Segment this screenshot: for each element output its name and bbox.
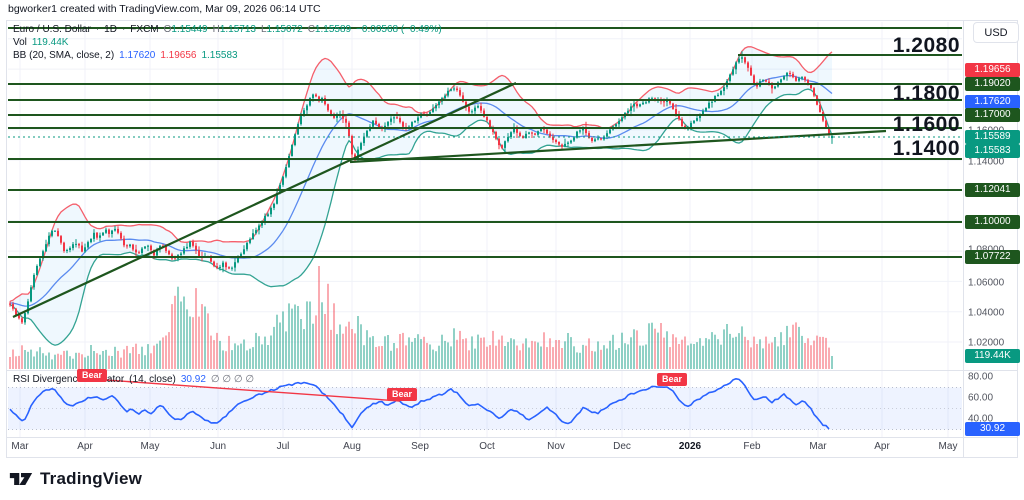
symbol-title: Euro / U.S. Dollar [13, 24, 91, 35]
price-axis-tick: 80.00 [968, 371, 994, 383]
price-axis-tick: 40.00 [968, 413, 994, 425]
price-axis-badge: 1.17620 [965, 95, 1020, 109]
level-text-11800: 1.1800 [892, 82, 960, 105]
time-axis-label: Oct [479, 441, 495, 452]
price-axis-badge: 1.19656 [965, 63, 1020, 77]
drawing-lines-layer [8, 27, 962, 318]
bollinger-bands-layer [9, 46, 833, 346]
time-axis-label: Mar [809, 441, 827, 452]
bear-signal-label: Bear [656, 373, 688, 386]
legend-separator: · [121, 24, 126, 35]
close-value: C1.15589 [307, 24, 352, 35]
timeframe-label: 1D [104, 24, 117, 35]
low-value: L1.15072 [260, 24, 303, 35]
price-axis-badge: 1.10000 [965, 215, 1020, 229]
rsi-indicator-params: (14, close) [129, 374, 176, 385]
price-axis-tick: 1.04000 [968, 307, 1005, 319]
level-text-11600: 1.1600 [892, 113, 960, 136]
high-label: H [212, 24, 220, 35]
time-axis-label: Feb [743, 441, 761, 452]
time-axis-label: Apr [77, 441, 93, 452]
price-axis-badge: 30.92 [965, 422, 1020, 436]
time-axis-label: Aug [343, 441, 361, 452]
open-label: O [163, 24, 172, 35]
legend-separator: · [95, 24, 100, 35]
price-axis-badge: 1.07722 [965, 250, 1020, 264]
tradingview-wordmark: TradingView [40, 469, 143, 488]
level-text-12080: 1.2080 [892, 34, 960, 57]
time-axis-label: May [140, 441, 160, 452]
volume-legend-row[interactable]: Vol 119.44K [13, 37, 68, 48]
open-value: O1.15449 [163, 24, 208, 35]
time-axis-label: Dec [613, 441, 631, 452]
volume-value: 119.44K [31, 37, 69, 48]
price-axis-tick: 1.02000 [968, 337, 1005, 349]
currency-button[interactable]: USD [973, 22, 1019, 43]
price-axis-badge: 1.15583 [965, 144, 1020, 158]
time-axis-label: Mar [11, 441, 29, 452]
level-text-11400: 1.1400 [892, 137, 960, 160]
price-axis-badge: 1.17000 [965, 108, 1020, 122]
time-axis-label: Jun [209, 441, 227, 452]
bb-basis-value: 1.17620 [119, 50, 156, 61]
rsi-indicator-legend[interactable]: RSI Divergence Indicator (14, close) 30.… [13, 374, 254, 385]
high-value: H1.15713 [212, 24, 256, 35]
bb-lower-value: 1.15583 [201, 50, 238, 61]
change-value: −0.00568 (−0.49%) [356, 24, 442, 35]
price-axis-tick: 1.14000 [968, 156, 1005, 168]
tradingview-brand[interactable]: TradingView [9, 468, 142, 490]
bb-upper-value: 1.19656 [160, 50, 197, 61]
time-axis-label: Jul [276, 441, 290, 452]
price-axis-tick: 1.06000 [968, 277, 1005, 289]
close-label: C [307, 24, 315, 35]
rsi-indicator-title: RSI Divergence Indicator [13, 374, 125, 385]
time-axis-label: May [938, 441, 958, 452]
frame-layer [6, 20, 1018, 458]
price-axis-badge: 1.15589 [965, 130, 1020, 144]
time-axis-label: Apr [874, 441, 890, 452]
time-axis-label: Sep [411, 441, 429, 452]
low-label: L [260, 24, 267, 35]
price-axis-tick: 60.00 [968, 392, 994, 404]
attribution-text: bgworker1 created with TradingView.com, … [8, 3, 321, 15]
rsi-ghost-values: ∅ ∅ ∅ ∅ [210, 374, 255, 385]
rsi-divergence-line [91, 378, 401, 402]
bb-legend-row[interactable]: BB (20, SMA, close, 2) 1.17620 1.19656 1… [13, 50, 238, 61]
time-axis-label: Nov [547, 441, 565, 452]
tradingview-logo-icon [9, 473, 33, 485]
symbol-legend-row[interactable]: Euro / U.S. Dollar · 1D · FXCM O1.15449 … [13, 24, 442, 35]
exchange-label: FXCM [130, 24, 159, 35]
rsi-line-layer [9, 377, 830, 430]
price-axis-badge: 119.44K [965, 349, 1020, 363]
price-axis-badge: 1.19020 [965, 77, 1020, 91]
candlestick-layer [9, 51, 833, 325]
volume-layer [9, 266, 833, 369]
rsi-value: 30.92 [180, 374, 206, 385]
bear-signal-label: Bear [386, 388, 418, 401]
bear-signal-label: Bear [76, 369, 108, 382]
bb-label: BB (20, SMA, close, 2) [13, 50, 115, 61]
price-axis-badge: 1.12041 [965, 183, 1020, 197]
volume-label: Vol [13, 37, 27, 48]
time-axis-label: 2026 [678, 441, 702, 452]
